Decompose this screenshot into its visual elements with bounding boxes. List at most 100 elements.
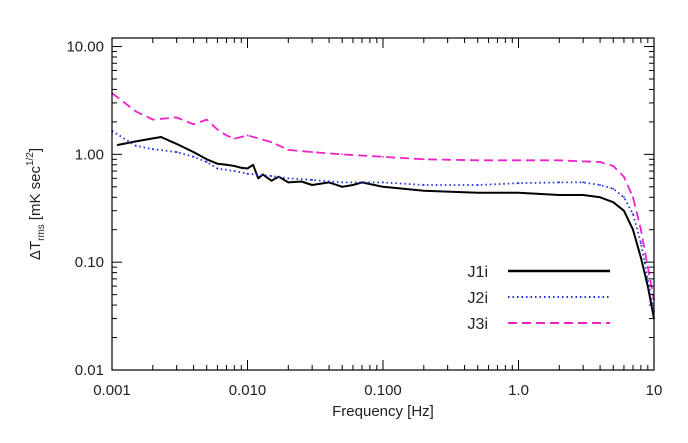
data-point — [160, 136, 162, 138]
data-point — [246, 167, 249, 170]
data-point — [246, 172, 249, 175]
data-point — [639, 256, 642, 259]
data-point — [225, 163, 228, 166]
data-point — [270, 179, 273, 182]
data-point — [240, 166, 243, 169]
data-point — [517, 191, 520, 194]
data-point — [623, 175, 625, 178]
data-point — [352, 184, 354, 186]
x-axis-title: Frequency [Hz] — [332, 403, 434, 420]
data-point — [205, 118, 208, 121]
data-point — [382, 185, 384, 188]
data-point — [270, 175, 273, 177]
data-point — [558, 181, 561, 184]
y-tick-label: 0.10 — [75, 254, 104, 271]
data-point — [361, 181, 363, 184]
data-point — [612, 165, 615, 167]
data-point — [422, 158, 425, 161]
data-point — [632, 228, 634, 231]
data-point — [517, 182, 520, 185]
data-point — [287, 177, 290, 180]
data-point — [225, 134, 228, 137]
data-point — [175, 143, 178, 145]
data-point — [300, 180, 303, 183]
y-axis-title-subscript: rms — [36, 224, 47, 241]
series-line-j2i — [111, 130, 655, 312]
data-point — [382, 155, 384, 158]
tick-labels-layer: 0.001 0.010 0.100 1.0 10 0.01 0.10 1.00 10.00 — [66, 39, 662, 399]
data-point — [311, 178, 314, 181]
data-point — [216, 128, 219, 131]
data-point — [582, 160, 585, 163]
data-point — [422, 189, 425, 192]
data-point — [582, 181, 585, 184]
data-point — [287, 148, 290, 151]
data-point — [639, 228, 642, 231]
data-point — [205, 161, 208, 163]
data-point — [599, 196, 601, 199]
data-point — [175, 116, 178, 119]
y-axis-title: ΔTrms [mK sec1/2] — [25, 148, 47, 260]
data-point — [632, 196, 634, 199]
data-point — [311, 151, 314, 153]
data-point — [216, 162, 219, 165]
x-tick-label: 0.010 — [229, 382, 267, 399]
data-point — [382, 181, 384, 184]
data-point — [205, 158, 208, 161]
series-line-j1i — [117, 136, 655, 319]
data-point — [558, 159, 561, 162]
data-point — [151, 148, 154, 150]
data-point — [151, 118, 154, 121]
data-point — [639, 242, 642, 245]
data-point — [192, 123, 195, 126]
data-point — [476, 184, 479, 186]
data-point — [175, 151, 178, 153]
ticks-layer — [111, 38, 655, 371]
data-point — [246, 134, 249, 137]
plot-frame — [111, 37, 655, 371]
data-point — [134, 140, 137, 143]
data-point — [192, 155, 195, 158]
data-point — [257, 177, 260, 180]
legend: J1i J2i J3i — [468, 264, 610, 333]
data-point — [262, 173, 264, 176]
legend-label: J1i — [468, 264, 488, 281]
data-point — [623, 209, 625, 212]
data-point — [612, 187, 615, 190]
data-point — [476, 159, 479, 162]
data-point — [311, 184, 314, 186]
data-point — [134, 110, 137, 113]
y-tick-label: 10.00 — [66, 39, 104, 56]
y-axis-title-prefix: ΔT — [27, 241, 44, 260]
data-point — [623, 196, 625, 199]
data-point — [233, 170, 236, 172]
data-point — [341, 181, 344, 184]
data-point — [599, 161, 601, 163]
y-axis-title-close: ] — [27, 148, 44, 152]
series-layer — [111, 92, 655, 320]
data-point — [646, 266, 649, 269]
data-point — [116, 144, 119, 146]
data-point — [233, 165, 236, 167]
data-point — [252, 163, 255, 166]
data-point — [287, 181, 290, 184]
y-axis-title-exponent: 1/2 — [25, 152, 36, 166]
data-point — [233, 137, 236, 140]
x-tick-label: 10 — [646, 382, 663, 399]
legend-label: J3i — [468, 316, 488, 333]
x-tick-label: 0.001 — [93, 382, 131, 399]
data-point — [270, 141, 273, 143]
data-point — [582, 194, 585, 196]
y-axis-title-unit: [mK sec — [27, 166, 44, 221]
data-point — [216, 167, 219, 170]
data-point — [558, 194, 561, 196]
data-point — [632, 213, 634, 215]
data-point — [341, 153, 344, 156]
y-tick-label: 0.01 — [75, 362, 104, 379]
data-point — [612, 201, 615, 204]
data-point — [476, 191, 479, 194]
data-point — [422, 184, 425, 186]
data-point — [599, 184, 601, 186]
data-point — [517, 159, 520, 162]
